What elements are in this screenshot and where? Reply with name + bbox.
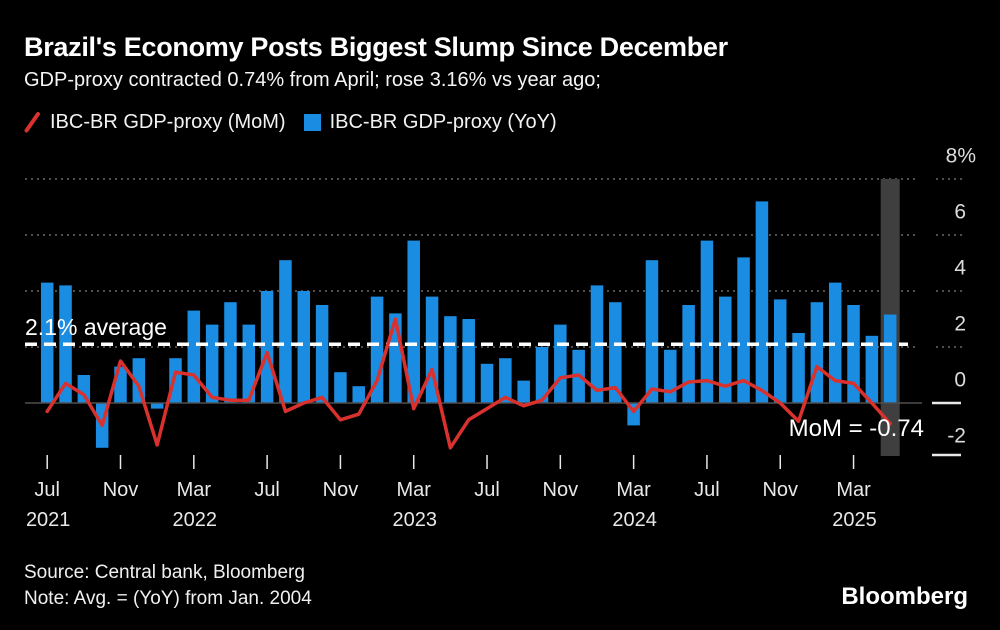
bar-oct-2023 [535,347,549,403]
mom-annotation: MoM = -0.74 [789,415,924,442]
x-label-month: Nov [543,479,579,501]
x-label-month: Mar [616,479,651,501]
page-title: Brazil's Economy Posts Biggest Slump Sin… [24,32,728,62]
bar-feb-2024 [609,302,622,403]
x-label-year: 2021 [26,509,71,531]
y-label-2: 2 [954,313,966,336]
bar-mar-2022 [187,310,201,403]
legend-label-mom: IBC-BR GDP-proxy (MoM) [50,111,286,133]
x-label-month: Nov [103,479,139,501]
bar-oct-2022 [315,305,329,403]
bar-jan-2025 [810,302,824,403]
legend-item-yoy: IBC-BR GDP-proxy (YoY) [303,111,557,134]
legend-item-mom: IBC-BR GDP-proxy (MoM) [24,111,286,134]
bar-nov-2024 [773,299,787,403]
bar-feb-2025 [828,282,842,403]
bar-dec-2022 [352,386,365,403]
bar-mar-2023 [407,240,420,403]
x-label-month: Mar [177,479,212,501]
y-label--2: -2 [947,425,966,448]
bar-jun-2024 [682,305,695,403]
bar-sep-2024 [737,257,750,403]
bar-nov-2022 [334,372,347,403]
x-label-month: Jul [694,479,720,501]
x-label-year: 2022 [173,509,218,531]
legend: IBC-BR GDP-proxy (MoM) IBC-BR GDP-proxy … [24,111,557,134]
bar-feb-2022 [169,358,182,403]
bar-dec-2024 [792,333,805,403]
bar-sep-2022 [297,291,311,403]
bar-series-icon [303,114,321,131]
x-label-month: Mar [396,479,431,501]
x-label-month: Jul [254,479,280,501]
y-label-8: 8% [946,145,976,168]
bar-jun-2023 [462,319,475,403]
x-label-month: Jul [474,479,500,501]
bar-may-2024 [664,349,677,403]
bar-apr-2025 [865,335,879,403]
x-label-month: Jul [34,479,60,501]
page-subtitle: GDP-proxy contracted 0.74% from April; r… [24,69,601,91]
bar-jul-2024 [700,240,714,403]
bar-mar-2025 [847,305,860,403]
bar-apr-2024 [645,260,659,403]
bar-jan-2023 [370,296,384,403]
bar-may-2022 [224,302,237,403]
x-label-year: 2023 [392,509,437,531]
y-label-6: 6 [954,201,966,224]
bloomberg-logo: Bloomberg [841,583,968,610]
x-label-year: 2024 [612,509,657,531]
bar-aug-2024 [719,296,732,403]
bar-may-2023 [444,316,457,403]
x-label-month: Nov [762,479,798,501]
average-line-label: 2.1% average [25,314,167,340]
bar-aug-2022 [279,260,292,403]
bar-nov-2023 [554,324,567,403]
bar-may-2025 [883,314,897,403]
x-label-month: Mar [836,479,871,501]
bar-jul-2022 [260,291,274,403]
x-label-month: Nov [323,479,359,501]
y-label-0: 0 [954,369,966,392]
x-label-year: 2025 [832,509,877,531]
bar-aug-2023 [499,358,512,403]
bar-sep-2021 [77,375,91,403]
legend-label-yoy: IBC-BR GDP-proxy (YoY) [329,111,557,133]
y-label-4: 4 [954,257,966,280]
line-series-icon [24,112,40,133]
bar-jan-2022 [150,403,164,409]
bar-sep-2023 [517,380,530,403]
note-text: Note: Avg. = (YoY) from Jan. 2004 [24,588,312,609]
mom-line [45,317,892,450]
source-text: Source: Central bank, Bloomberg [24,562,305,583]
bar-jul-2023 [480,363,494,403]
bar-oct-2024 [755,201,769,403]
